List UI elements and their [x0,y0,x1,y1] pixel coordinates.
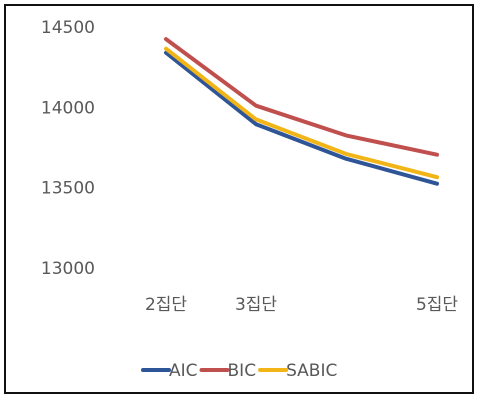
y-tick-label: 13000 [41,259,95,279]
x-category-label: 2집단 [145,295,187,315]
series-line-sabic [164,46,439,180]
y-tick-label: 14500 [41,18,95,38]
series-line-bic [164,37,439,157]
legend-label: BIC [228,361,257,381]
x-category-label: 3집단 [235,295,277,315]
series-line-aic [164,50,439,186]
y-tick-label: 13500 [41,179,95,199]
legend-label: AIC [169,361,198,381]
legend-label: SABIC [286,361,337,381]
x-category-label: 5집단 [416,295,458,315]
chart-frame [4,4,474,394]
y-tick-label: 14000 [41,98,95,118]
